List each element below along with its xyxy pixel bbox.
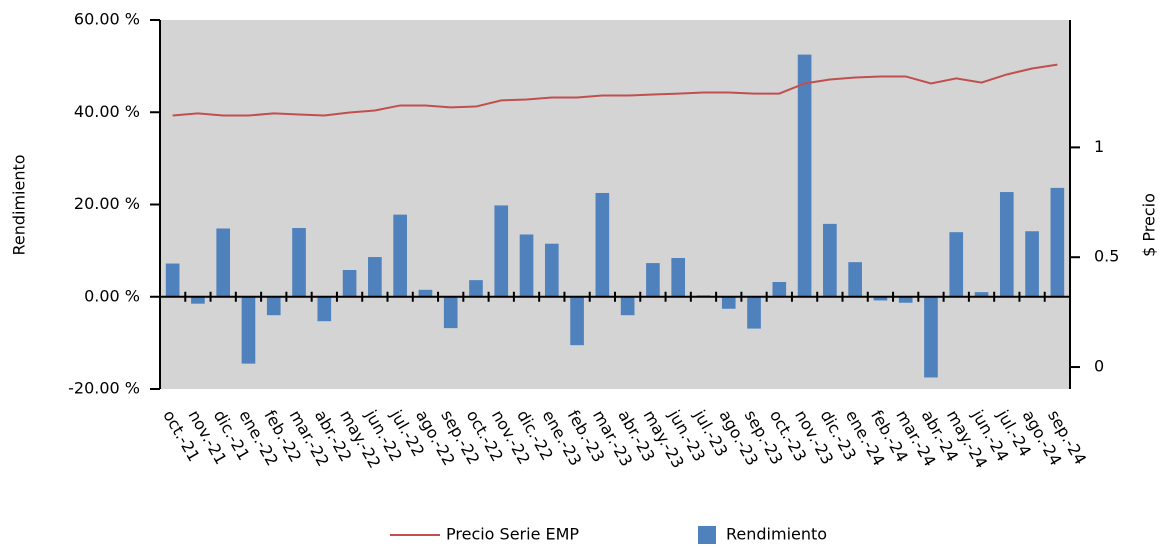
price-line (172, 63, 1058, 117)
bar (443, 296, 458, 329)
bar (418, 289, 433, 297)
legend-label: Precio Serie EMP (446, 525, 579, 544)
y-tick-label: 0.00 % (84, 286, 140, 305)
bar (544, 243, 559, 297)
bar (519, 234, 534, 297)
bar (823, 223, 837, 297)
y-tick-label: 20.00 % (74, 194, 140, 213)
y2-tick-label: 0 (1094, 357, 1104, 376)
bar (393, 214, 407, 297)
bar (620, 296, 635, 316)
legend-swatch (698, 526, 716, 544)
y-axis-label: Rendimiento (10, 154, 29, 255)
bar (266, 296, 281, 316)
bar (924, 296, 938, 378)
bar (292, 228, 306, 297)
bar (797, 54, 812, 297)
bar (974, 292, 989, 297)
bar (1050, 187, 1065, 297)
bar (848, 262, 862, 297)
bar (191, 296, 205, 304)
y2-tick-label: 1 (1094, 137, 1104, 156)
bar (216, 228, 231, 297)
bar (317, 296, 332, 322)
bar (494, 205, 509, 297)
bar (898, 296, 913, 303)
bar (1025, 231, 1039, 297)
bar (570, 296, 584, 346)
y-tick-label: 40.00 % (74, 102, 140, 121)
bar (469, 280, 483, 297)
bar (772, 281, 787, 297)
bar (646, 263, 660, 297)
y2-tick-label: 0.5 (1094, 247, 1119, 266)
bar (873, 296, 888, 301)
bar (165, 263, 180, 297)
bar (671, 258, 686, 297)
bar (342, 269, 357, 297)
bar (368, 257, 382, 297)
bar (595, 192, 610, 297)
y2-axis-label: $ Precio (1140, 193, 1159, 257)
legend-label: Rendimiento (726, 525, 827, 544)
bar (241, 296, 256, 364)
bar (721, 296, 736, 309)
y-tick-label: -20.00 % (68, 379, 140, 398)
bar (747, 296, 761, 329)
y-tick-label: 60.00 % (74, 10, 140, 29)
bar (949, 232, 964, 297)
plot-area (160, 20, 1070, 389)
bar (999, 192, 1014, 297)
